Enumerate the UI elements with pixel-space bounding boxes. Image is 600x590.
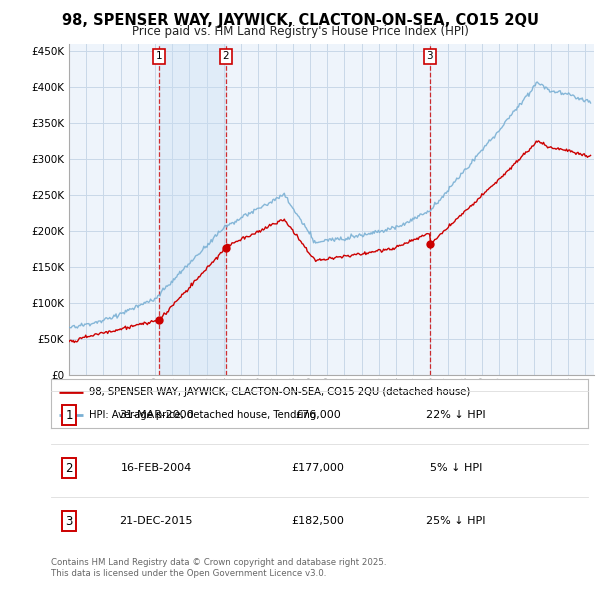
Text: Price paid vs. HM Land Registry's House Price Index (HPI): Price paid vs. HM Land Registry's House … [131,25,469,38]
Text: 98, SPENSER WAY, JAYWICK, CLACTON-ON-SEA, CO15 2QU: 98, SPENSER WAY, JAYWICK, CLACTON-ON-SEA… [62,13,539,28]
Text: This data is licensed under the Open Government Licence v3.0.: This data is licensed under the Open Gov… [51,569,326,578]
Text: 2: 2 [223,51,229,61]
Text: 3: 3 [65,514,73,528]
Text: HPI: Average price, detached house, Tendring: HPI: Average price, detached house, Tend… [89,410,316,420]
Text: 5% ↓ HPI: 5% ↓ HPI [430,463,482,473]
Text: £182,500: £182,500 [292,516,344,526]
Text: 31-MAR-2000: 31-MAR-2000 [119,410,193,420]
Text: 1: 1 [65,408,73,422]
Text: Contains HM Land Registry data © Crown copyright and database right 2025.: Contains HM Land Registry data © Crown c… [51,558,386,566]
Text: 16-FEB-2004: 16-FEB-2004 [121,463,191,473]
Text: 21-DEC-2015: 21-DEC-2015 [119,516,193,526]
Text: 1: 1 [156,51,163,61]
Text: 3: 3 [427,51,433,61]
Text: £177,000: £177,000 [292,463,344,473]
Text: 25% ↓ HPI: 25% ↓ HPI [426,516,486,526]
Bar [160,44,226,375]
Text: 98, SPENSER WAY, JAYWICK, CLACTON-ON-SEA, CO15 2QU (detached house): 98, SPENSER WAY, JAYWICK, CLACTON-ON-SEA… [89,387,470,397]
Text: 22% ↓ HPI: 22% ↓ HPI [426,410,486,420]
Text: £76,000: £76,000 [295,410,341,420]
Text: 2: 2 [65,461,73,475]
